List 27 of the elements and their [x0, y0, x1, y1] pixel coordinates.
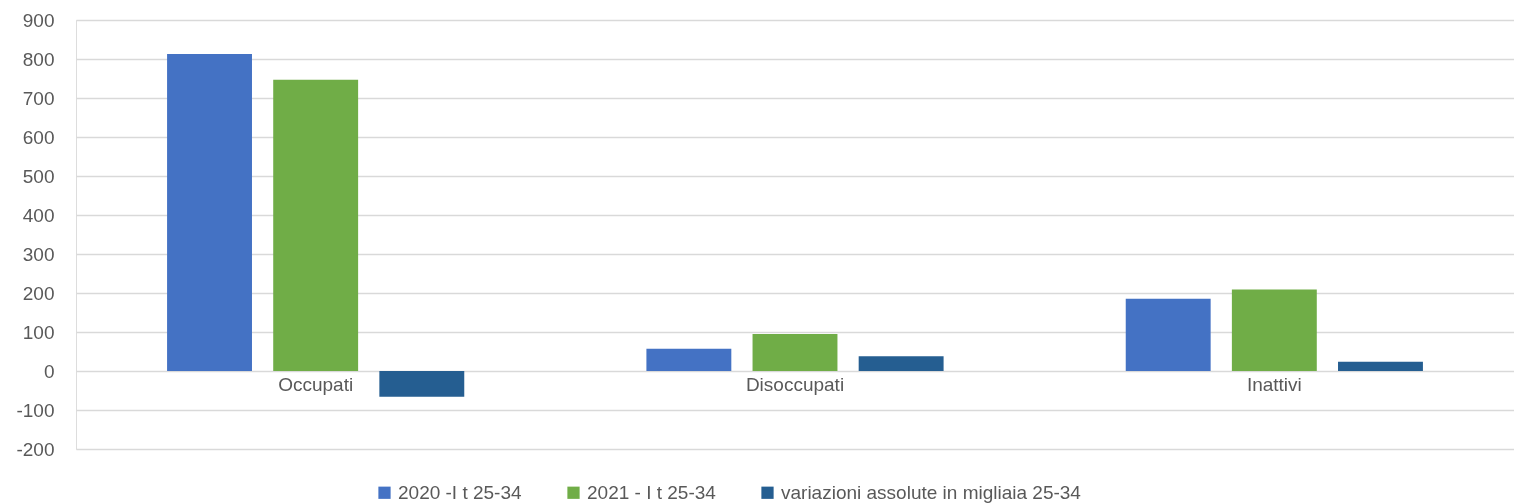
bar — [1338, 361, 1423, 371]
y-tick-label: -100 — [16, 399, 55, 421]
y-tick-label: 500 — [22, 165, 55, 187]
bar — [752, 333, 838, 371]
legend-label: variazioni assolute in migliaia 25-34 — [781, 481, 1082, 503]
y-tick-label: 700 — [22, 87, 55, 109]
y-tick-label: 400 — [22, 204, 55, 226]
bar — [273, 79, 359, 371]
bar — [1125, 298, 1211, 371]
x-tick-label: Disoccupati — [745, 373, 845, 395]
bar — [858, 356, 944, 371]
y-tick-label: 200 — [22, 282, 55, 304]
bar — [1231, 289, 1317, 371]
bar — [646, 348, 732, 371]
legend-label: 2021 - I t 25-34 — [587, 481, 717, 503]
y-tick-label: 800 — [22, 48, 55, 70]
y-tick-label: -200 — [16, 438, 55, 460]
y-tick-label: 100 — [22, 321, 55, 343]
y-tick-label: 0 — [43, 360, 55, 382]
legend-label: 2020 -I t 25-34 — [398, 481, 523, 503]
bar — [379, 371, 465, 397]
bar — [167, 53, 252, 371]
y-tick-label: 900 — [22, 9, 55, 31]
y-tick-label: 300 — [22, 243, 55, 265]
x-tick-label: Occupati — [278, 373, 354, 395]
y-tick-label: 600 — [22, 126, 55, 148]
x-tick-label: Inattivi — [1246, 373, 1302, 395]
